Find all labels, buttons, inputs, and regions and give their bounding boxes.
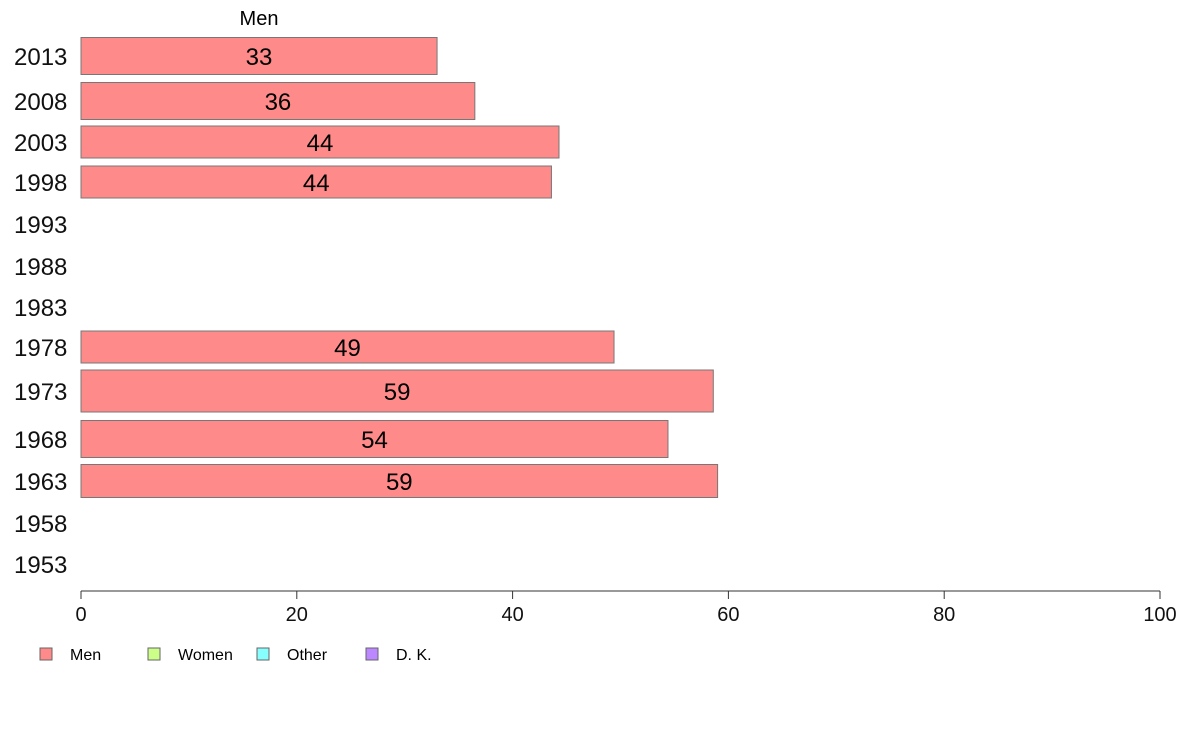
legend-label: D. K. [396, 647, 432, 664]
y-tick-label: 1963 [14, 469, 67, 496]
data-label: 33 [246, 44, 273, 71]
x-tick-label: 0 [75, 604, 86, 626]
bar [80, 330, 615, 364]
x-axis: 0 20 40 60 80 100 [75, 590, 1177, 626]
data-label: 44 [307, 130, 334, 157]
y-tick-label: 1988 [14, 254, 67, 281]
bars [80, 37, 719, 498]
y-tick-label: 1953 [14, 552, 67, 579]
legend-swatch [365, 647, 379, 661]
legend-swatch [256, 647, 270, 661]
legend-label: Other [287, 647, 328, 664]
legend: Men Women Other D. K. [39, 647, 432, 664]
data-label: 59 [384, 379, 411, 406]
legend-label: Men [70, 647, 101, 664]
y-tick-label: 2013 [14, 44, 67, 71]
data-label: 44 [303, 170, 330, 197]
bar [80, 464, 719, 498]
bar [80, 165, 552, 199]
y-tick-label: 1968 [14, 427, 67, 454]
legend-label: Women [178, 647, 233, 664]
y-tick-label: 2008 [14, 89, 67, 116]
x-tick-label: 80 [933, 604, 955, 626]
data-label: 36 [265, 89, 292, 116]
bar [80, 125, 560, 159]
data-label: 54 [361, 427, 388, 454]
y-tick-label: 1998 [14, 170, 67, 197]
y-tick-label: 1958 [14, 511, 67, 538]
bar [80, 420, 669, 458]
x-tick-label: 60 [717, 604, 739, 626]
series-title: Men [240, 8, 279, 30]
y-tick-label: 1993 [14, 212, 67, 239]
y-tick-label: 1983 [14, 295, 67, 322]
legend-swatch [39, 647, 53, 661]
y-tick-label: 1978 [14, 335, 67, 362]
y-axis-labels: 2013 2008 2003 1998 1993 1988 1983 1978 1973 1968… [14, 44, 67, 579]
y-tick-label: 1973 [14, 379, 67, 406]
data-label: 59 [386, 469, 413, 496]
bar [80, 82, 476, 120]
value-labels: 33 36 44 44 49 59 54 59 [246, 44, 413, 496]
x-tick-label: 100 [1143, 604, 1176, 626]
data-label: 49 [334, 335, 361, 362]
legend-swatch [147, 647, 161, 661]
x-tick-label: 20 [286, 604, 308, 626]
bar [80, 369, 714, 413]
x-tick-label: 40 [501, 604, 523, 626]
bar [80, 37, 438, 75]
y-tick-label: 2003 [14, 130, 67, 157]
